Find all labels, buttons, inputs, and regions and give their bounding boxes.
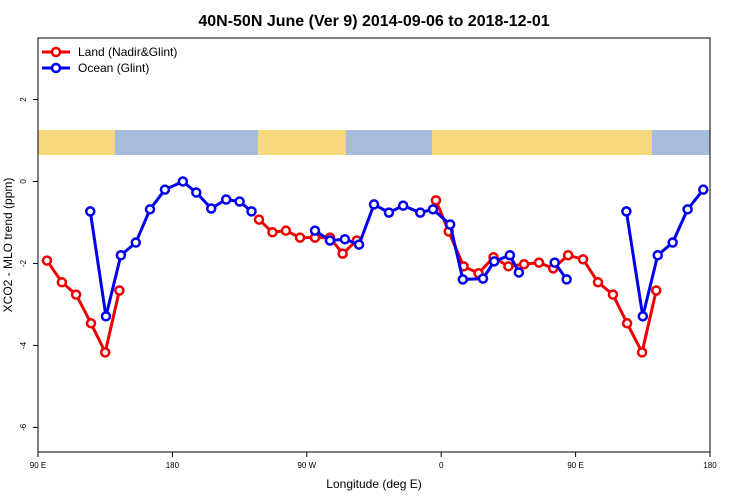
plot-frame	[37, 37, 711, 453]
data-point	[592, 277, 604, 288]
y-tick-label: -4	[19, 341, 28, 349]
data-point	[220, 194, 232, 205]
x-tick-label: 90 W	[297, 461, 316, 470]
data-point	[518, 259, 530, 270]
data-point	[41, 255, 53, 266]
data-point	[144, 204, 156, 215]
data-point	[353, 239, 365, 250]
data-point	[115, 249, 127, 261]
x-axis-label: Longitude (deg E)	[326, 477, 421, 491]
data-point	[698, 184, 709, 195]
data-point	[114, 285, 125, 296]
data-point	[430, 195, 442, 206]
x-tick-label: 180	[703, 461, 717, 470]
data-point	[368, 199, 380, 210]
data-point	[513, 267, 525, 278]
legend-marker	[50, 46, 62, 58]
data-point	[100, 311, 112, 322]
data-point	[324, 235, 336, 246]
legend: Land (Nadir&Glint) Ocean (Glint)	[42, 45, 177, 75]
legend-label: Land (Nadir&Glint)	[78, 45, 177, 59]
data-point	[549, 257, 560, 268]
x-tick-label: 90 E	[30, 461, 46, 470]
y-axis-label: XCO2 - MLO trend (ppm)	[1, 178, 15, 313]
data-point	[682, 204, 693, 215]
data-point	[177, 176, 189, 187]
legend-label: Ocean (Glint)	[78, 61, 149, 75]
data-point	[667, 237, 678, 248]
data-point	[621, 206, 632, 217]
data-point	[280, 225, 292, 236]
data-point	[504, 249, 516, 261]
chart-title: 40N-50N June (Ver 9) 2014-09-06 to 2018-…	[198, 13, 549, 30]
x-tick-label: 0	[439, 461, 444, 470]
data-point	[636, 347, 648, 358]
data-point	[339, 234, 351, 245]
x-tick-label: 180	[166, 461, 180, 470]
data-point	[99, 347, 111, 358]
data-point	[577, 254, 589, 265]
map-strip	[38, 130, 710, 155]
data-point	[457, 274, 469, 285]
data-point	[652, 249, 663, 261]
data-point	[267, 227, 278, 238]
y-tick-label: -2	[19, 259, 28, 267]
data-point	[533, 257, 545, 268]
data-point	[234, 196, 245, 207]
data-point	[337, 248, 348, 259]
data-point	[503, 261, 514, 272]
y-tick-label: -6	[19, 423, 28, 431]
data-point	[621, 318, 633, 329]
data-point	[637, 311, 649, 322]
data-point	[56, 277, 68, 288]
data-point	[397, 200, 409, 211]
data-point	[488, 256, 500, 267]
data-point	[294, 232, 306, 243]
data-point	[427, 204, 439, 215]
data-point	[309, 225, 321, 236]
data-point	[85, 318, 97, 329]
data-point	[159, 184, 171, 195]
data-point	[205, 203, 217, 214]
data-point	[130, 237, 142, 248]
x-tick-label: 90 E	[567, 461, 583, 470]
data-point	[607, 289, 619, 300]
data-point	[562, 249, 574, 261]
data-point	[85, 206, 96, 217]
data-point	[561, 274, 572, 285]
data-point	[650, 285, 662, 296]
legend-marker	[50, 62, 62, 74]
data-point	[253, 214, 265, 225]
data-point	[477, 273, 489, 284]
data-point	[383, 207, 395, 218]
y-tick-label: 2	[19, 97, 28, 102]
data-point	[444, 219, 456, 230]
data-point	[246, 206, 257, 217]
y-tick-label: 0	[19, 179, 28, 184]
data-point	[191, 187, 202, 198]
data-point	[70, 289, 82, 300]
data-point	[415, 207, 426, 218]
